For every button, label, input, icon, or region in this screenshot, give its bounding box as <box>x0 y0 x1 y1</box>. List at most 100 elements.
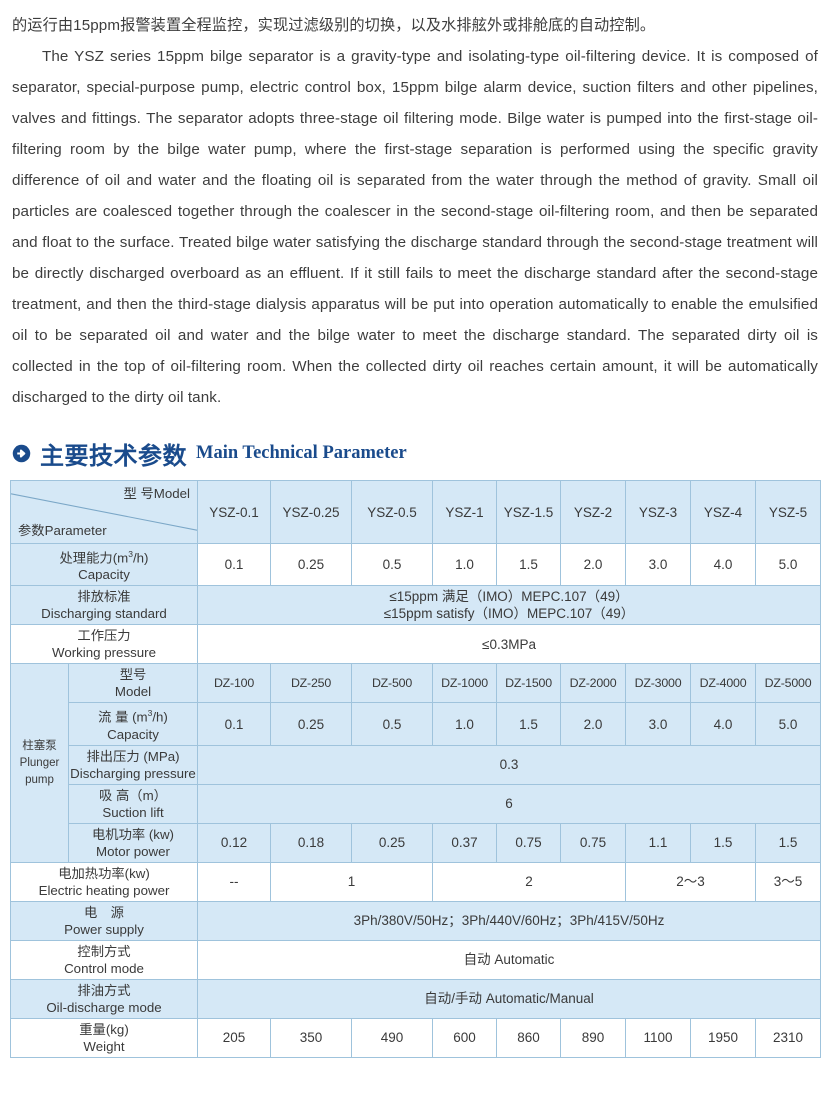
cell-heating-1: 1 <box>270 861 433 902</box>
cell-capacity-8: 5.0 <box>755 542 821 587</box>
row-label-pump-capacity: 流 量 (m3/h) Capacity <box>68 702 198 746</box>
paragraph-chinese: 的运行由15ppm报警装置全程监控，实现过滤级别的切换，以及水排舷外或排舱底的自… <box>12 17 656 34</box>
cell-pump-model-8: DZ-5000 <box>755 663 821 704</box>
cell-weight-1: 350 <box>270 1017 352 1058</box>
cell-pump-capacity-3: 1.0 <box>432 702 497 746</box>
standard-line-2: ≤15ppm satisfy（IMO）MEPC.107（49） <box>383 606 635 622</box>
row-label-cn: 电机功率 (kw) <box>92 826 174 842</box>
cell-pump-capacity-0: 0.1 <box>197 702 271 746</box>
row-label-en: Control mode <box>64 960 144 976</box>
row-label-en: Discharging standard <box>41 606 167 622</box>
cell-weight-0: 205 <box>197 1017 271 1058</box>
table-row-working-pressure: 工作压力 Working pressure ≤0.3MPa <box>10 624 821 665</box>
cell-weight-5: 890 <box>560 1017 626 1058</box>
section-heading: 主要技术参数 Main Technical Parameter <box>12 436 830 471</box>
row-label-cn: 排油方式 <box>77 982 131 998</box>
model-header-1: YSZ-0.25 <box>270 480 352 544</box>
section-title-en: Main Technical Parameter <box>196 443 407 463</box>
cell-pump-suction-lift: 6 <box>197 783 821 824</box>
cell-pump-model-7: DZ-4000 <box>690 663 756 704</box>
cell-motor-power-0: 0.12 <box>197 822 271 863</box>
cell-capacity-2: 0.5 <box>351 542 433 587</box>
row-label-en: Weight <box>83 1038 125 1054</box>
row-label-control-mode: 控制方式 Control mode <box>10 939 198 980</box>
row-label-en: Oil-discharge mode <box>46 999 162 1015</box>
cell-pump-model-6: DZ-3000 <box>625 663 691 704</box>
row-label-en: Power supply <box>64 921 144 937</box>
cell-weight-3: 600 <box>432 1017 497 1058</box>
main-technical-parameter-table: 型 号Model 参数Parameter YSZ-0.1 YSZ-0.25 YS… <box>10 480 821 1058</box>
row-label-capacity: 处理能力(m3/h) Capacity <box>10 542 198 587</box>
row-label-cn: 控制方式 <box>77 943 131 959</box>
model-header-7: YSZ-4 <box>690 480 756 544</box>
cell-motor-power-8: 1.5 <box>755 822 821 863</box>
cell-motor-power-2: 0.25 <box>351 822 433 863</box>
cell-capacity-0: 0.1 <box>197 542 271 587</box>
table-row-pump-capacity: 流 量 (m3/h) Capacity 0.1 0.25 0.5 1.0 1.5… <box>11 702 821 746</box>
cell-weight-2: 490 <box>351 1017 433 1058</box>
row-label-working-pressure: 工作压力 Working pressure <box>10 624 198 665</box>
table-row-power-supply: 电 源 Power supply 3Ph/380V/50Hz；3Ph/440V/… <box>10 900 821 941</box>
corner-header-cell: 型 号Model 参数Parameter <box>10 480 198 544</box>
table-row-oil-discharge-mode: 排油方式 Oil-discharge mode 自动/手动 Automatic/… <box>10 978 821 1019</box>
cell-motor-power-5: 0.75 <box>560 822 626 863</box>
table-row-pump-suction-lift: 吸 高（m） Suction lift 6 <box>11 783 821 824</box>
standard-line-1: ≤15ppm 满足（IMO）MEPC.107（49） <box>389 589 629 605</box>
table-row-capacity: 处理能力(m3/h) Capacity 0.1 0.25 0.5 1.0 1.5… <box>10 542 821 587</box>
row-label-cn: 流 量 (m3/h) <box>98 708 168 725</box>
plunger-label-cn: 柱塞泵 <box>22 739 57 752</box>
row-label-power-supply: 电 源 Power supply <box>10 900 198 941</box>
model-header-3: YSZ-1 <box>432 480 497 544</box>
row-label-cn: 排出压力 (MPa) <box>86 748 180 764</box>
row-label-en: Capacity <box>78 567 130 583</box>
row-label-en: Capacity <box>107 726 159 742</box>
row-label-pump-discharging-pressure: 排出压力 (MPa) Discharging pressure <box>68 744 198 785</box>
row-label-cn: 型号 <box>119 667 147 683</box>
cell-pump-model-4: DZ-1500 <box>496 663 561 704</box>
row-label-cn: 电加热功率(kw) <box>58 865 150 881</box>
cell-pump-capacity-8: 5.0 <box>755 702 821 746</box>
cell-pump-model-5: DZ-2000 <box>560 663 626 704</box>
row-label-en: Suction lift <box>102 804 164 820</box>
cell-motor-power-7: 1.5 <box>690 822 756 863</box>
cell-heating-3: 2～3 <box>625 861 756 902</box>
cell-pump-capacity-7: 4.0 <box>690 702 756 746</box>
model-header-4: YSZ-1.5 <box>496 480 561 544</box>
cell-pump-capacity-4: 1.5 <box>496 702 561 746</box>
cell-weight-6: 1100 <box>625 1017 691 1058</box>
cell-pump-capacity-5: 2.0 <box>560 702 626 746</box>
row-label-plunger-pump: 柱塞泵 Plunger pump <box>10 663 69 863</box>
corner-label-model: 型 号Model <box>123 486 190 501</box>
cell-pump-model-2: DZ-500 <box>351 663 433 704</box>
table-row-control-mode: 控制方式 Control mode 自动 Automatic <box>10 939 821 980</box>
cell-pump-model-1: DZ-250 <box>270 663 352 704</box>
cell-motor-power-1: 0.18 <box>270 822 352 863</box>
corner-label-parameter: 参数Parameter <box>18 523 107 538</box>
cell-capacity-6: 3.0 <box>625 542 691 587</box>
row-label-cn: 吸 高（m） <box>99 787 167 803</box>
cell-heating-2: 2 <box>432 861 626 902</box>
row-label-pump-suction-lift: 吸 高（m） Suction lift <box>68 783 198 824</box>
table-header-row: 型 号Model 参数Parameter YSZ-0.1 YSZ-0.25 YS… <box>10 480 821 544</box>
table-row-electric-heating-power: 电加热功率(kw) Electric heating power -- 1 2 … <box>10 861 821 902</box>
cell-pump-capacity-1: 0.25 <box>270 702 352 746</box>
table-row-pump-discharging-pressure: 排出压力 (MPa) Discharging pressure 0.3 <box>11 744 821 785</box>
row-label-cn: 电 源 <box>84 904 124 920</box>
row-label-cn: 重量(kg) <box>79 1021 129 1037</box>
spec-table-wrapper: 型 号Model 参数Parameter YSZ-0.1 YSZ-0.25 YS… <box>0 480 830 1058</box>
section-title-cn: 主要技术参数 <box>40 442 187 470</box>
cell-pump-capacity-6: 3.0 <box>625 702 691 746</box>
row-label-en: Model <box>114 684 152 700</box>
cell-working-pressure: ≤0.3MPa <box>197 624 821 665</box>
cell-capacity-5: 2.0 <box>560 542 626 587</box>
plunger-label-en-2: pump <box>25 773 54 786</box>
arrow-right-circle-icon <box>12 444 31 463</box>
cell-heating-0: -- <box>197 861 271 902</box>
table-row-pump-model: 柱塞泵 Plunger pump 型号 Model DZ-100 DZ-250 … <box>10 663 821 863</box>
cell-weight-7: 1950 <box>690 1017 756 1058</box>
model-header-2: YSZ-0.5 <box>351 480 433 544</box>
row-label-en: Electric heating power <box>38 882 170 898</box>
cell-weight-4: 860 <box>496 1017 561 1058</box>
row-label-weight: 重量(kg) Weight <box>10 1017 198 1058</box>
cell-motor-power-3: 0.37 <box>432 822 497 863</box>
